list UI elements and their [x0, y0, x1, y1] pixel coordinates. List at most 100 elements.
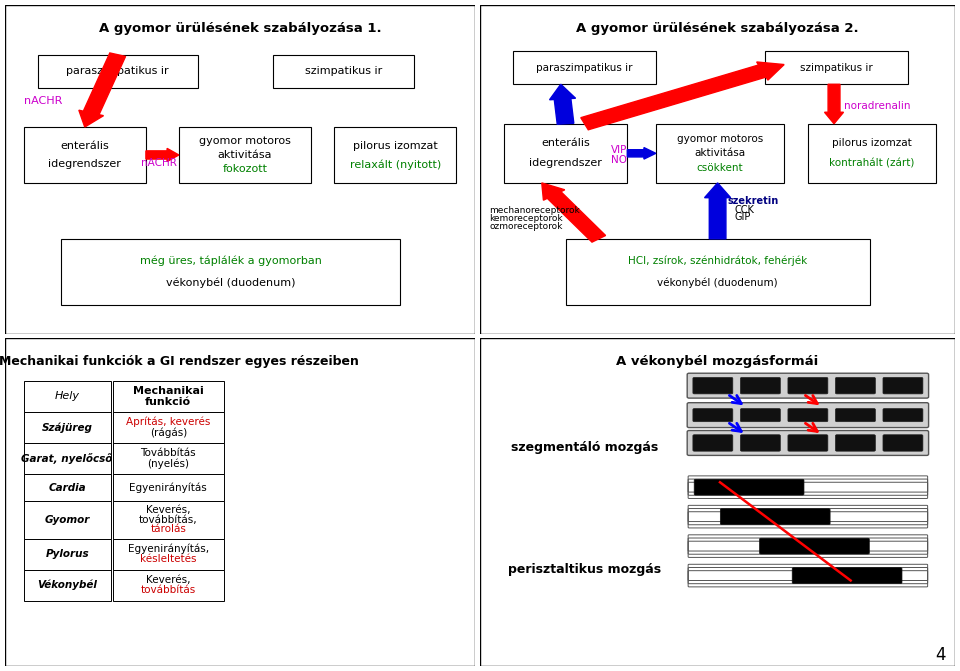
Text: gyomor motoros: gyomor motoros: [677, 134, 763, 144]
FancyBboxPatch shape: [734, 413, 739, 418]
FancyBboxPatch shape: [876, 383, 881, 389]
FancyBboxPatch shape: [740, 435, 780, 451]
Text: nACHR: nACHR: [24, 96, 62, 106]
Text: nACHR: nACHR: [141, 158, 177, 168]
Text: Cardia: Cardia: [48, 482, 86, 493]
FancyArrow shape: [549, 85, 576, 124]
FancyBboxPatch shape: [24, 443, 110, 474]
FancyBboxPatch shape: [693, 435, 732, 451]
Text: szekretin: szekretin: [727, 197, 779, 206]
FancyBboxPatch shape: [883, 435, 923, 451]
FancyArrow shape: [581, 62, 784, 130]
FancyBboxPatch shape: [565, 239, 870, 305]
Text: mechanoreceptorok: mechanoreceptorok: [490, 205, 580, 215]
Text: CCK: CCK: [734, 205, 755, 215]
FancyBboxPatch shape: [781, 413, 786, 418]
FancyArrow shape: [79, 53, 126, 127]
Text: A gyomor ürülésének szabályozása 2.: A gyomor ürülésének szabályozása 2.: [576, 22, 859, 35]
FancyBboxPatch shape: [734, 383, 739, 389]
FancyBboxPatch shape: [734, 440, 739, 446]
FancyBboxPatch shape: [24, 127, 146, 183]
FancyBboxPatch shape: [781, 440, 786, 446]
Text: csökkent: csökkent: [697, 163, 743, 173]
FancyBboxPatch shape: [876, 440, 881, 446]
Text: még üres, táplálék a gyomorban: még üres, táplálék a gyomorban: [139, 256, 322, 266]
FancyBboxPatch shape: [829, 413, 834, 418]
FancyArrow shape: [825, 85, 844, 123]
Text: Továbbítás: Továbbítás: [140, 448, 196, 458]
Text: késleltetés: késleltetés: [140, 554, 197, 564]
Text: idegrendszer: idegrendszer: [529, 158, 602, 168]
Text: Egyenirányítás: Egyenirányítás: [130, 482, 207, 493]
Text: Garat, nyelőcső: Garat, nyelőcső: [21, 453, 113, 464]
Text: Szájüreg: Szájüreg: [41, 422, 92, 433]
Text: gyomor motoros: gyomor motoros: [199, 136, 291, 146]
FancyArrow shape: [146, 148, 179, 162]
Text: HCl, zsírok, szénhidrátok, fehérjék: HCl, zsírok, szénhidrátok, fehérjék: [628, 256, 807, 266]
FancyBboxPatch shape: [740, 409, 780, 421]
FancyBboxPatch shape: [759, 538, 870, 554]
FancyBboxPatch shape: [113, 570, 224, 601]
FancyBboxPatch shape: [765, 52, 908, 85]
FancyBboxPatch shape: [113, 474, 224, 501]
FancyBboxPatch shape: [687, 373, 928, 398]
FancyBboxPatch shape: [656, 123, 784, 183]
Text: perisztaltikus mozgás: perisztaltikus mozgás: [508, 562, 661, 576]
FancyBboxPatch shape: [61, 239, 400, 305]
FancyBboxPatch shape: [5, 5, 475, 334]
Text: pilorus izomzat: pilorus izomzat: [832, 138, 912, 148]
FancyBboxPatch shape: [24, 474, 110, 501]
FancyBboxPatch shape: [24, 412, 110, 443]
FancyBboxPatch shape: [273, 55, 414, 88]
Text: Aprítás, keverés: Aprítás, keverés: [126, 417, 210, 427]
Text: vékonybél (duodenum): vékonybél (duodenum): [658, 277, 778, 288]
FancyBboxPatch shape: [835, 435, 876, 451]
FancyBboxPatch shape: [179, 127, 311, 183]
Text: noradrenalin: noradrenalin: [844, 101, 910, 111]
Text: kemoreceptorok: kemoreceptorok: [490, 214, 564, 223]
FancyBboxPatch shape: [788, 378, 828, 394]
FancyBboxPatch shape: [740, 378, 780, 394]
FancyBboxPatch shape: [720, 509, 830, 525]
FancyBboxPatch shape: [113, 539, 224, 570]
FancyBboxPatch shape: [694, 479, 804, 495]
FancyBboxPatch shape: [24, 539, 110, 570]
FancyBboxPatch shape: [5, 338, 475, 666]
FancyBboxPatch shape: [693, 409, 732, 421]
Text: idegrendszer: idegrendszer: [48, 159, 121, 169]
Text: aktivitása: aktivitása: [694, 148, 746, 158]
Text: (nyelés): (nyelés): [147, 458, 189, 469]
Text: NO: NO: [611, 154, 627, 164]
Text: továbbítás,: továbbítás,: [139, 515, 198, 525]
Text: A vékonybél mozgásformái: A vékonybél mozgásformái: [616, 354, 819, 368]
Text: GIP: GIP: [734, 212, 751, 221]
FancyBboxPatch shape: [781, 383, 786, 389]
FancyBboxPatch shape: [334, 127, 456, 183]
Text: Mechanikai funkciók a GI rendszer egyes részeiben: Mechanikai funkciók a GI rendszer egyes …: [0, 354, 359, 368]
Text: Gyomor: Gyomor: [44, 515, 90, 525]
FancyBboxPatch shape: [788, 409, 828, 421]
FancyBboxPatch shape: [829, 440, 834, 446]
FancyBboxPatch shape: [693, 378, 732, 394]
Text: 4: 4: [935, 646, 946, 664]
Text: Keverés,: Keverés,: [146, 575, 190, 585]
FancyBboxPatch shape: [480, 5, 955, 334]
Text: VIP: VIP: [611, 146, 627, 155]
FancyBboxPatch shape: [835, 409, 876, 421]
FancyBboxPatch shape: [480, 338, 955, 666]
Text: paraszimpatikus ir: paraszimpatikus ir: [66, 66, 169, 76]
Text: Egyenirányítás,: Egyenirányítás,: [128, 544, 209, 554]
FancyArrow shape: [705, 183, 731, 239]
Text: szimpatikus ir: szimpatikus ir: [800, 63, 873, 73]
Text: Pylorus: Pylorus: [45, 549, 89, 559]
Text: ozmoreceptorok: ozmoreceptorok: [490, 222, 563, 231]
Text: A gyomor ürülésének szabályozása 1.: A gyomor ürülésének szabályozása 1.: [99, 22, 381, 35]
FancyBboxPatch shape: [113, 412, 224, 443]
FancyArrow shape: [627, 148, 656, 159]
FancyBboxPatch shape: [876, 413, 881, 418]
FancyArrow shape: [541, 183, 606, 242]
Text: továbbítás: továbbítás: [140, 585, 196, 595]
Text: enterális: enterális: [541, 138, 589, 148]
Text: paraszimpatikus ir: paraszimpatikus ir: [537, 63, 633, 73]
FancyBboxPatch shape: [113, 501, 224, 539]
